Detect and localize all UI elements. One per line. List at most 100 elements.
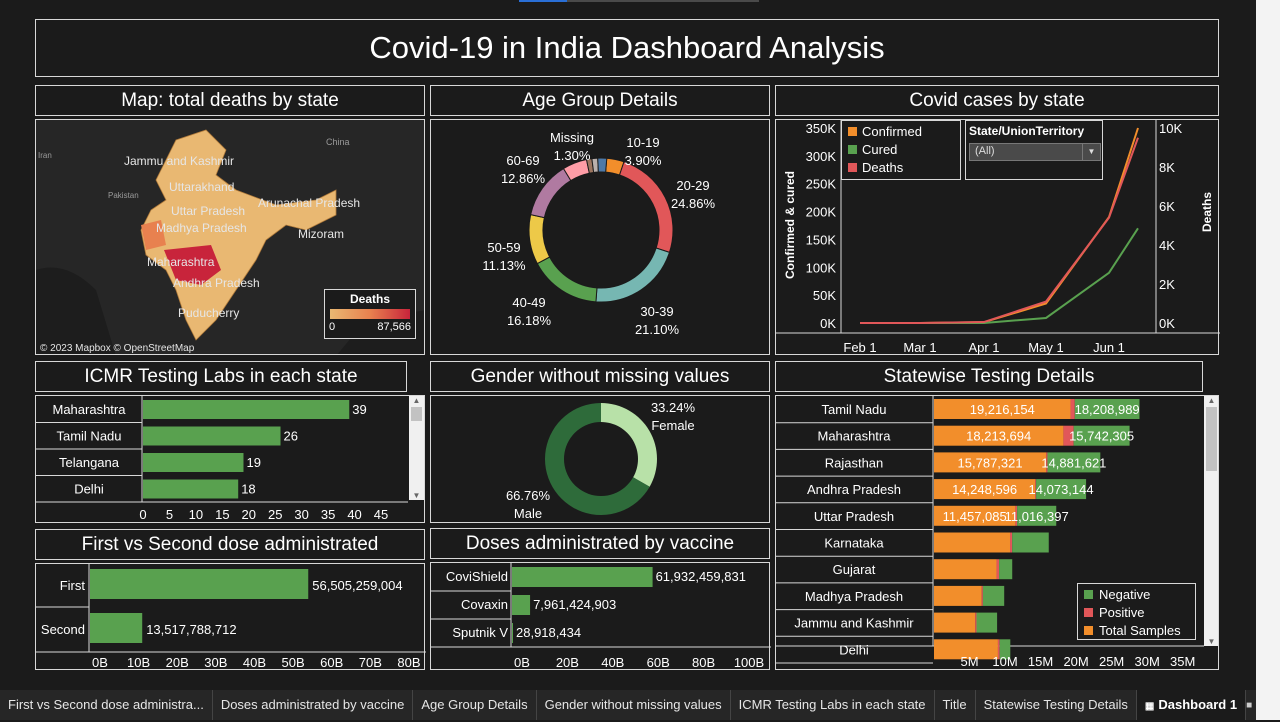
state-filter-dropdown[interactable]: (All) ▼ — [969, 143, 1101, 161]
legend-total-samples[interactable]: Total Samples — [1084, 622, 1189, 640]
statewise-negative-bar-0[interactable] — [1074, 399, 1140, 419]
doses-bar-0[interactable] — [90, 569, 309, 599]
cases-x-tick-4: Jun 1 — [1093, 340, 1125, 355]
age-donut[interactable] — [528, 157, 674, 303]
statewise-negative-bar-1[interactable] — [1073, 425, 1130, 446]
age-slice-3[interactable] — [536, 256, 598, 303]
statewise-positive-bar-5[interactable] — [1010, 532, 1013, 553]
statewise-negative-bar-6[interactable] — [999, 559, 1013, 580]
statewise-positive-bar-4[interactable] — [1015, 505, 1018, 526]
labs-bar-0[interactable] — [143, 400, 350, 419]
tab-statewise-testing[interactable]: Statewise Testing Details — [976, 690, 1137, 720]
india-states-shape[interactable] — [140, 129, 337, 341]
legend-deaths[interactable]: Deaths — [848, 159, 954, 177]
map-panel[interactable]: Jammu and Kashmir Uttarakhand Uttar Prad… — [35, 119, 425, 355]
age-slice-2[interactable] — [595, 247, 671, 303]
tab-age-group[interactable]: Age Group Details — [413, 690, 537, 720]
age-slice-9[interactable] — [597, 157, 608, 173]
cases-line-chart[interactable]: 350K 300K 250K 200K 150K 100K 50K 0K 10K 8K 6K 4K 2… — [776, 120, 1220, 356]
doses-tick-1: 10B — [127, 655, 150, 670]
statewise-total-bar-1[interactable] — [934, 425, 1064, 446]
statewise-scrollbar[interactable]: ▲ ▼ — [1204, 396, 1218, 646]
state-gujarat-shape[interactable] — [141, 220, 166, 250]
scroll-thumb[interactable] — [411, 407, 422, 421]
labs-bar-chart[interactable]: Maharashtra 39 Tamil Nadu 26 Telangana 19 Delh… — [36, 396, 426, 524]
top-scroll-indicator[interactable] — [519, 0, 759, 2]
window-scrollbar[interactable] — [1256, 0, 1280, 720]
gender-female-slice[interactable] — [601, 403, 657, 487]
statewise-negative-bar-5[interactable] — [1012, 532, 1049, 553]
cases-right-tick-3: 4K — [1159, 238, 1175, 253]
doses-bar-1[interactable] — [90, 613, 143, 643]
cases-x-tick-3: May 1 — [1028, 340, 1063, 355]
labs-bar-2[interactable] — [143, 453, 244, 472]
statewise-total-bar-3[interactable] — [934, 479, 1036, 500]
tab-first-vs-second[interactable]: First vs Second dose administra... — [0, 690, 213, 720]
legend-positive[interactable]: Positive — [1084, 604, 1189, 622]
cases-line-deaths[interactable] — [860, 137, 1139, 324]
labs-bar-3[interactable] — [143, 479, 239, 499]
statewise-total-bar-9[interactable] — [934, 639, 998, 660]
tab-gender[interactable]: Gender without missing values — [537, 690, 731, 720]
scroll-down-icon[interactable]: ▼ — [412, 491, 421, 500]
tab-icmr-labs[interactable]: ICMR Testing Labs in each state — [731, 690, 935, 720]
statewise-positive-bar-9[interactable] — [997, 639, 1000, 660]
scroll-up-icon[interactable]: ▲ — [1207, 396, 1216, 405]
gender-male-slice[interactable] — [545, 403, 650, 515]
map-attribution[interactable]: © 2023 Mapbox © OpenStreetMap — [40, 343, 195, 354]
statewise-positive-bar-1[interactable] — [1063, 425, 1074, 446]
tab-title[interactable]: Title — [935, 690, 976, 720]
vaccine-bar-2[interactable] — [512, 623, 513, 643]
vaccine-bar-0[interactable] — [512, 567, 653, 587]
cases-line-cured[interactable] — [860, 227, 1139, 324]
statewise-row-label-8: Jammu and Kashmir — [794, 616, 914, 631]
statewise-positive-bar-0[interactable] — [1070, 399, 1075, 419]
statewise-positive-bar-2[interactable] — [1046, 452, 1048, 473]
statewise-negative-bar-7[interactable] — [982, 585, 1005, 606]
statewise-negative-bar-2[interactable] — [1047, 452, 1101, 473]
scroll-down-icon[interactable]: ▼ — [1207, 637, 1216, 646]
statewise-total-bar-4[interactable] — [934, 505, 1016, 526]
age-label-40-49: 40-49 — [512, 295, 545, 310]
gender-donut-chart[interactable]: 33.24% Female 66.76% Male — [431, 396, 771, 524]
doses-title: First vs Second dose administrated — [81, 533, 379, 555]
legend-negative[interactable]: Negative — [1084, 586, 1189, 604]
statewise-total-bar-8[interactable] — [934, 612, 976, 633]
statewise-positive-bar-3[interactable] — [1035, 479, 1037, 500]
statewise-total-bar-0[interactable] — [934, 399, 1071, 419]
statewise-total-bar-6[interactable] — [934, 559, 997, 580]
vaccine-bar-1[interactable] — [512, 595, 531, 615]
legend-cured[interactable]: Cured — [848, 141, 954, 159]
tab-dashboard-1[interactable]: ▦ Dashboard 1 — [1136, 690, 1247, 720]
scroll-thumb[interactable] — [1206, 407, 1217, 471]
tab-doses-by-vaccine[interactable]: Doses administrated by vaccine — [213, 690, 414, 720]
statewise-negative-bar-8[interactable] — [976, 612, 998, 633]
statewise-total-bar-5[interactable] — [934, 532, 1011, 553]
labs-scrollbar[interactable]: ▲ ▼ — [409, 396, 424, 500]
statewise-negative-bar-4[interactable] — [1017, 505, 1057, 526]
statewise-positive-bar-6[interactable] — [996, 559, 1000, 580]
age-slice-1[interactable] — [618, 161, 674, 253]
age-label-10-19: 10-19 — [626, 135, 659, 150]
age-slice-4[interactable] — [528, 214, 551, 265]
vaccine-bar-chart[interactable]: CoviShield 61,932,459,831 Covaxin 7,961,424… — [431, 563, 771, 671]
india-map[interactable]: Jammu and Kashmir Uttarakhand Uttar Prad… — [36, 120, 425, 355]
statewise-negative-bar-9[interactable] — [999, 639, 1011, 660]
legend-confirmed[interactable]: Confirmed — [848, 123, 954, 141]
statewise-bar-chart[interactable]: Tamil Nadu 19,216,154 18,208,989 Maharashtr… — [776, 396, 1219, 670]
grid-view-icon[interactable]: ■ — [1246, 699, 1253, 711]
statewise-positive-bar-7[interactable] — [981, 585, 983, 606]
labs-bar-1[interactable] — [143, 426, 281, 446]
statewise-negative-bar-3[interactable] — [1036, 479, 1087, 500]
statewise-positive-bar-8[interactable] — [975, 612, 977, 633]
chevron-down-icon[interactable]: ▼ — [1082, 144, 1100, 160]
age-donut-chart[interactable]: Missing 1.30% 10-19 3.90% 20-29 24.86% 3… — [431, 120, 771, 356]
gender-title: Gender without missing values — [470, 365, 730, 387]
scroll-up-icon[interactable]: ▲ — [412, 396, 421, 405]
age-panel: Missing 1.30% 10-19 3.90% 20-29 24.86% 3… — [430, 119, 770, 355]
statewise-total-bar-2[interactable] — [934, 452, 1047, 473]
state-maharashtra-shape[interactable] — [164, 245, 221, 285]
legend-deaths-label: Deaths — [862, 160, 904, 175]
statewise-total-bar-7[interactable] — [934, 585, 982, 606]
